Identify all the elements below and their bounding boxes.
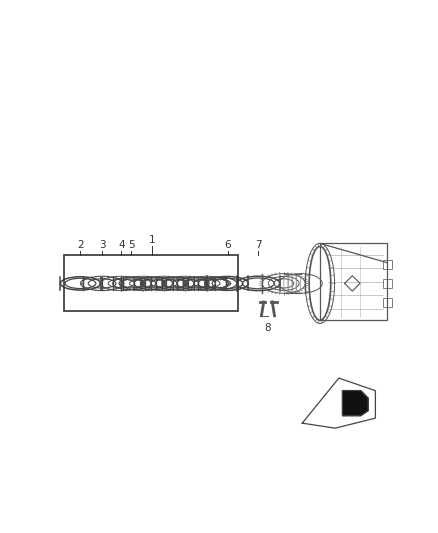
Text: 5: 5: [128, 239, 134, 249]
Bar: [64, 255, 238, 311]
Bar: [383, 279, 392, 288]
Text: 3: 3: [99, 239, 106, 249]
Bar: [320, 244, 387, 320]
Bar: [383, 260, 392, 269]
Polygon shape: [343, 391, 368, 416]
Text: 4: 4: [118, 239, 124, 249]
Text: 7: 7: [255, 239, 261, 249]
Text: 2: 2: [77, 239, 84, 249]
Bar: [383, 298, 392, 308]
Text: 1: 1: [149, 235, 155, 245]
Text: 8: 8: [264, 324, 271, 334]
Text: 6: 6: [224, 239, 231, 249]
